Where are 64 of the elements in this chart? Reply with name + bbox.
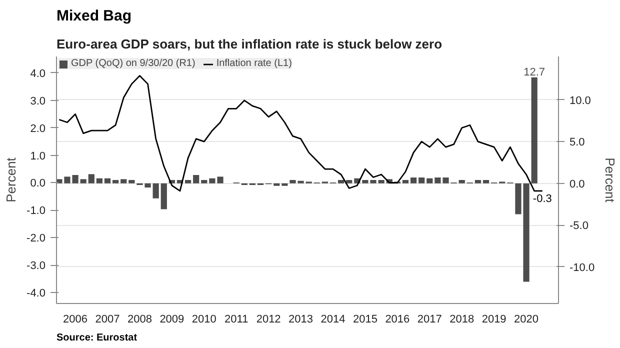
x-tick-label: 2011 [224,314,248,326]
y-tick-label: 1.0 [30,150,46,162]
x-tick-label: 2006 [63,314,88,326]
y-tick-label: 3.0 [30,95,46,108]
x-tick-label: 2020 [514,314,539,326]
data-label: 12.7 [524,66,546,78]
bar [128,180,135,184]
y2-tick-label: 10.0 [570,94,591,107]
y-tick-label: 2.0 [30,122,46,135]
x-tick-label: 2009 [160,314,184,326]
x-tick-label: 2010 [192,314,216,326]
line-series [58,75,544,192]
bar [282,183,288,186]
x-tick-label: 2019 [482,314,506,326]
bar [152,183,159,198]
bar [531,77,538,184]
x-tick-label: 2013 [288,314,314,326]
x-tick-label: 2007 [95,314,120,326]
data-label: -0.3 [532,192,552,205]
legend-label: GDP (QoQ) on 9/30/20 (R1) [71,58,196,69]
bar [88,174,94,184]
bar [96,178,103,184]
y2-tick-label: -10.0 [570,262,595,274]
bar [426,178,433,184]
bar [80,179,86,184]
x-tick-label: 2017 [417,314,442,326]
y-axis-title: Percent [4,157,19,202]
bar [458,180,465,184]
y2-axis-title: Percent [602,158,618,203]
bar [346,180,352,184]
bar [338,180,344,184]
y-tick-label: -4.0 [26,288,46,300]
bar [402,180,409,184]
bar [112,180,119,184]
bar [104,178,111,184]
chart-title: Mixed Bag [56,8,132,24]
x-tick-label: 2016 [385,314,410,326]
bar [160,183,167,210]
y2-tick-label: 5.0 [570,136,585,149]
bar [418,177,425,184]
bar [193,174,200,184]
y2-tick-label: 0.0 [570,178,585,190]
x-tick-label: 2018 [450,314,474,326]
y-tick-label: -3.0 [26,260,46,272]
y-tick-label: 0.0 [30,178,46,190]
bar [482,180,490,184]
source-note: Source: Eurostat [56,332,138,344]
y-tick-label: 4.0 [30,68,46,80]
x-tick-label: 2008 [127,314,152,326]
y-tick-label: -1.0 [26,205,46,218]
x-tick-label: 2012 [256,314,281,326]
bar [201,180,208,184]
x-tick-label: 2014 [320,314,346,326]
legend-label: Inflation rate (L1) [216,58,292,69]
bar [410,177,417,184]
y2-tick-label: -5.0 [570,220,588,232]
bar [378,180,384,184]
bar [184,180,192,184]
x-tick-label: 2015 [352,314,378,326]
bar [120,179,127,184]
bar [274,183,280,186]
chart-subtitle: Euro-area GDP soars, but the inflation rate is stuck below zero [56,36,442,52]
bar [474,180,482,184]
y-tick-label: -2.0 [26,232,46,245]
